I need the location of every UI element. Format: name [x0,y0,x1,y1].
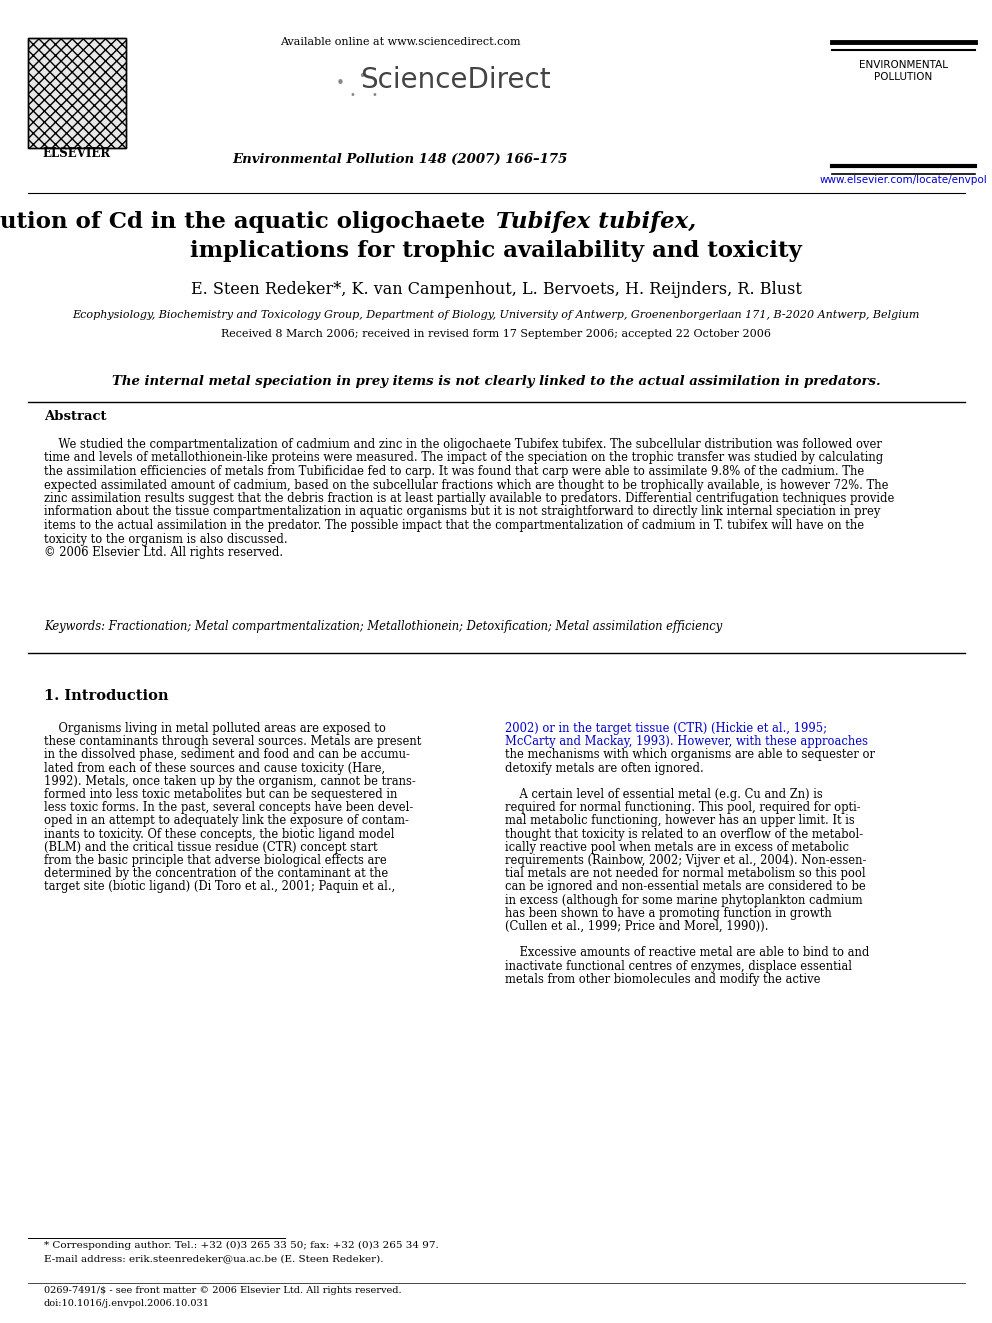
Text: Environmental Pollution 148 (2007) 166–175: Environmental Pollution 148 (2007) 166–1… [232,153,567,165]
Text: mal metabolic functioning, however has an upper limit. It is: mal metabolic functioning, however has a… [505,815,855,827]
Text: implications for trophic availability and toxicity: implications for trophic availability an… [190,239,802,262]
Text: items to the actual assimilation in the predator. The possible impact that the c: items to the actual assimilation in the … [44,519,864,532]
Text: zinc assimilation results suggest that the debris fraction is at least partially: zinc assimilation results suggest that t… [44,492,895,505]
Bar [28,38,126,148]
Text: A certain level of essential metal (e.g. Cu and Zn) is: A certain level of essential metal (e.g.… [505,789,822,800]
Text: thought that toxicity is related to an overflow of the metabol-: thought that toxicity is related to an o… [505,828,863,840]
Text: * Corresponding author. Tel.: +32 (0)3 265 33 50; fax: +32 (0)3 265 34 97.: * Corresponding author. Tel.: +32 (0)3 2… [44,1241,438,1250]
Text: time and levels of metallothionein-like proteins were measured. The impact of th: time and levels of metallothionein-like … [44,451,883,464]
Text: information about the tissue compartmentalization in aquatic organisms but it is: information about the tissue compartment… [44,505,880,519]
Text: target site (biotic ligand) (Di Toro et al., 2001; Paquin et al.,: target site (biotic ligand) (Di Toro et … [44,880,395,893]
Text: Excessive amounts of reactive metal are able to bind to and: Excessive amounts of reactive metal are … [505,946,869,959]
Text: requirements (Rainbow, 2002; Vijver et al., 2004). Non-essen-: requirements (Rainbow, 2002; Vijver et a… [505,855,866,867]
Text: ically reactive pool when metals are in excess of metabolic: ically reactive pool when metals are in … [505,841,849,853]
Text: POLLUTION: POLLUTION [874,71,932,82]
Text: expected assimilated amount of cadmium, based on the subcellular fractions which: expected assimilated amount of cadmium, … [44,479,889,492]
Text: E-mail address: erik.steenredeker@ua.ac.be (E. Steen Redeker).: E-mail address: erik.steenredeker@ua.ac.… [44,1254,384,1263]
Text: •: • [335,75,344,91]
Text: Keywords: Fractionation; Metal compartmentalization; Metallothionein; Detoxifica: Keywords: Fractionation; Metal compartme… [44,620,722,632]
Text: ScienceDirect: ScienceDirect [360,66,551,94]
Text: Abstract: Abstract [44,410,106,423]
Text: ELSEVIER: ELSEVIER [43,147,111,160]
Text: from the basic principle that adverse biological effects are: from the basic principle that adverse bi… [44,855,387,867]
Text: 1992). Metals, once taken up by the organism, cannot be trans-: 1992). Metals, once taken up by the orga… [44,775,416,787]
Text: has been shown to have a promoting function in growth: has been shown to have a promoting funct… [505,906,831,919]
Text: doi:10.1016/j.envpol.2006.10.031: doi:10.1016/j.envpol.2006.10.031 [44,1299,210,1308]
Text: We studied the compartmentalization of cadmium and zinc in the oligochaete Tubif: We studied the compartmentalization of c… [44,438,882,451]
Text: the mechanisms with which organisms are able to sequester or: the mechanisms with which organisms are … [505,749,875,762]
Text: The internal metal speciation in prey items is not clearly linked to the actual : The internal metal speciation in prey it… [112,374,880,388]
Text: •: • [371,90,377,101]
Text: inants to toxicity. Of these concepts, the biotic ligand model: inants to toxicity. Of these concepts, t… [44,828,395,840]
Text: metals from other biomolecules and modify the active: metals from other biomolecules and modif… [505,972,820,986]
Text: E. Steen Redeker*, K. van Campenhout, L. Bervoets, H. Reijnders, R. Blust: E. Steen Redeker*, K. van Campenhout, L.… [190,280,802,298]
Text: 0269-7491/$ - see front matter © 2006 Elsevier Ltd. All rights reserved.: 0269-7491/$ - see front matter © 2006 El… [44,1286,402,1295]
Text: (BLM) and the critical tissue residue (CTR) concept start: (BLM) and the critical tissue residue (C… [44,841,378,853]
Text: McCarty and Mackay, 1993). However, with these approaches: McCarty and Mackay, 1993). However, with… [505,736,868,749]
Text: ENVIRONMENTAL: ENVIRONMENTAL [858,60,947,70]
Text: in excess (although for some marine phytoplankton cadmium: in excess (although for some marine phyt… [505,893,863,906]
Text: Available online at www.sciencedirect.com: Available online at www.sciencedirect.co… [280,37,521,48]
Text: •: • [358,70,366,83]
Text: tial metals are not needed for normal metabolism so this pool: tial metals are not needed for normal me… [505,867,866,880]
Text: required for normal functioning. This pool, required for opti-: required for normal functioning. This po… [505,802,861,814]
Text: in the dissolved phase, sediment and food and can be accumu-: in the dissolved phase, sediment and foo… [44,749,410,762]
Text: •: • [349,90,355,101]
Text: detoxify metals are often ignored.: detoxify metals are often ignored. [505,762,703,774]
Text: 2002) or in the target tissue (CTR) (Hickie et al., 1995;: 2002) or in the target tissue (CTR) (Hic… [505,722,827,736]
Text: Tubifex tubifex,: Tubifex tubifex, [496,210,696,233]
Text: lated from each of these sources and cause toxicity (Hare,: lated from each of these sources and cau… [44,762,385,774]
Text: determined by the concentration of the contaminant at the: determined by the concentration of the c… [44,867,388,880]
Text: less toxic forms. In the past, several concepts have been devel-: less toxic forms. In the past, several c… [44,802,414,814]
Text: Subcellular distribution of Cd in the aquatic oligochaete: Subcellular distribution of Cd in the aq… [0,210,493,233]
Text: oped in an attempt to adequately link the exposure of contam-: oped in an attempt to adequately link th… [44,815,409,827]
Text: can be ignored and non-essential metals are considered to be: can be ignored and non-essential metals … [505,880,866,893]
Text: www.elsevier.com/locate/envpol: www.elsevier.com/locate/envpol [819,175,987,185]
Text: 1. Introduction: 1. Introduction [44,689,169,703]
Text: Organisms living in metal polluted areas are exposed to: Organisms living in metal polluted areas… [44,722,386,736]
Text: inactivate functional centres of enzymes, displace essential: inactivate functional centres of enzymes… [505,959,852,972]
Text: the assimilation efficiencies of metals from Tubificidae fed to carp. It was fou: the assimilation efficiencies of metals … [44,464,864,478]
Text: Ecophysiology, Biochemistry and Toxicology Group, Department of Biology, Univers: Ecophysiology, Biochemistry and Toxicolo… [72,310,920,320]
Text: (Cullen et al., 1999; Price and Morel, 1990)).: (Cullen et al., 1999; Price and Morel, 1… [505,919,769,933]
Text: toxicity to the organism is also discussed.: toxicity to the organism is also discuss… [44,532,288,545]
Bar [28,38,126,148]
Text: these contaminants through several sources. Metals are present: these contaminants through several sourc… [44,736,422,749]
Text: © 2006 Elsevier Ltd. All rights reserved.: © 2006 Elsevier Ltd. All rights reserved… [44,546,283,560]
Text: Received 8 March 2006; received in revised form 17 September 2006; accepted 22 O: Received 8 March 2006; received in revis… [221,329,771,339]
Text: formed into less toxic metabolites but can be sequestered in: formed into less toxic metabolites but c… [44,789,398,800]
